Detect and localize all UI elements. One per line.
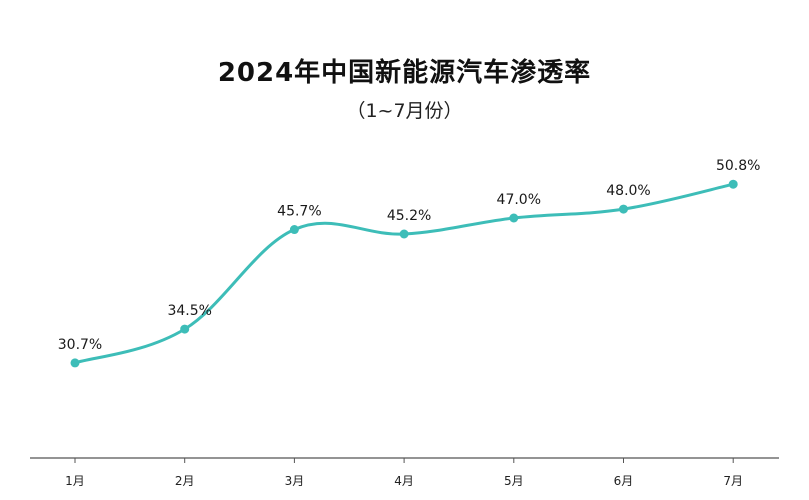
data-label-6: 48.0% [606, 183, 650, 199]
x-tick-label-2: 2月 [175, 474, 195, 488]
x-tick-label-1: 1月 [65, 474, 85, 488]
data-label-4: 45.2% [387, 208, 431, 224]
data-point-6 [619, 204, 628, 214]
data-label-1: 30.7% [58, 337, 102, 353]
chart-title: 2024年中国新能源汽车渗透率 [217, 58, 592, 88]
data-point-4 [399, 229, 409, 239]
x-tick-label-5: 5月 [504, 474, 524, 488]
data-point-2 [180, 324, 190, 334]
data-points [70, 179, 738, 368]
data-label-3: 45.7% [277, 204, 321, 220]
data-point-3 [289, 225, 299, 235]
data-label-2: 34.5% [167, 303, 211, 319]
data-label-7: 50.8% [716, 158, 760, 174]
x-tick-label-3: 3月 [285, 474, 305, 488]
data-point-1 [70, 358, 80, 368]
x-tick-label-4: 4月 [394, 474, 414, 488]
chart-subtitle: （1~7月份） [346, 100, 463, 122]
data-point-5 [509, 213, 519, 223]
data-labels: 30.7% 34.5% 45.7% 45.2% 47.0% 48.0% 50.8% [58, 158, 761, 353]
x-tick-label-7: 7月 [723, 474, 743, 488]
data-label-5: 47.0% [497, 192, 541, 208]
x-tick-label-6: 6月 [614, 474, 634, 488]
data-point-7 [728, 179, 738, 189]
x-tick-labels: 1月 2月 3月 4月 5月 6月 7月 [65, 474, 743, 488]
x-axis-ticks [74, 458, 734, 463]
